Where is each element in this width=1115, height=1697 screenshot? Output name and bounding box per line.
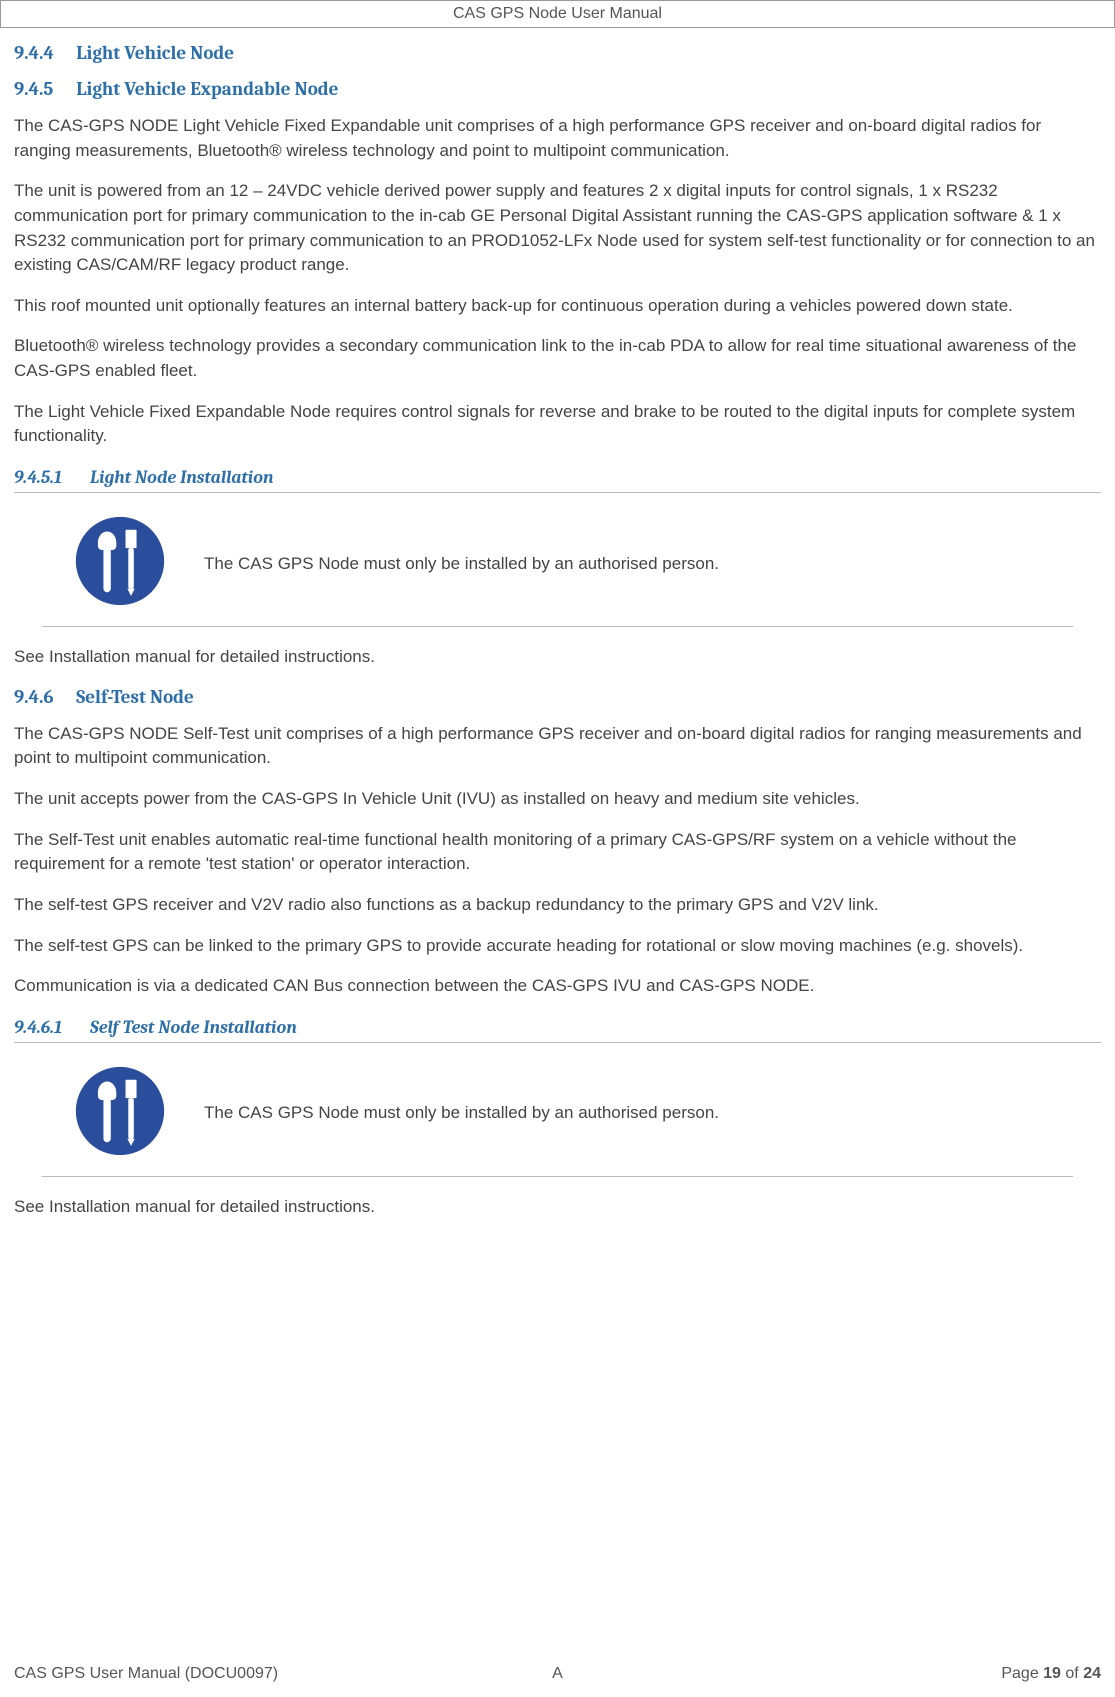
heading-9-4-4: 9.4.4 Light Vehicle Node: [14, 42, 1101, 64]
tools-icon: [74, 1065, 166, 1162]
page-footer: CAS GPS User Manual (DOCU0097) A Page 19…: [0, 1655, 1115, 1697]
paragraph: The CAS-GPS NODE Self-Test unit comprise…: [14, 722, 1101, 771]
paragraph: The unit is powered from an 12 – 24VDC v…: [14, 179, 1101, 278]
paragraph: The CAS-GPS NODE Light Vehicle Fixed Exp…: [14, 114, 1101, 163]
footer-doc-id: CAS GPS User Manual (DOCU0097): [14, 1665, 376, 1683]
header-title: CAS GPS Node User Manual: [453, 5, 662, 22]
divider: [14, 492, 1101, 493]
heading-9-4-5-1: 9.4.5.1 Light Node Installation: [14, 467, 1101, 488]
footer-revision: A: [376, 1665, 738, 1683]
installation-callout: The CAS GPS Node must only be installed …: [42, 509, 1073, 618]
heading-9-4-5: 9.4.5 Light Vehicle Expandable Node: [14, 78, 1101, 100]
divider: [14, 1042, 1101, 1043]
paragraph: This roof mounted unit optionally featur…: [14, 294, 1101, 319]
paragraph: The Light Vehicle Fixed Expandable Node …: [14, 400, 1101, 449]
heading-number: 9.4.6: [14, 686, 72, 708]
heading-title: Self Test Node Installation: [90, 1017, 297, 1038]
installation-callout: The CAS GPS Node must only be installed …: [42, 1059, 1073, 1168]
tools-icon: [74, 515, 166, 612]
heading-number: 9.4.6.1: [14, 1017, 86, 1038]
paragraph: See Installation manual for detailed ins…: [14, 1195, 1101, 1220]
heading-number: 9.4.5.1: [14, 467, 86, 488]
callout-text: The CAS GPS Node must only be installed …: [204, 554, 719, 574]
heading-9-4-6: 9.4.6 Self-Test Node: [14, 686, 1101, 708]
paragraph: Communication is via a dedicated CAN Bus…: [14, 974, 1101, 999]
heading-title: Light Vehicle Node: [76, 42, 234, 64]
heading-title: Light Node Installation: [90, 467, 274, 488]
paragraph: The self-test GPS can be linked to the p…: [14, 934, 1101, 959]
heading-number: 9.4.5: [14, 78, 72, 100]
footer-page-number: Page 19 of 24: [739, 1665, 1101, 1683]
paragraph: See Installation manual for detailed ins…: [14, 645, 1101, 670]
divider: [42, 626, 1073, 627]
heading-title: Light Vehicle Expandable Node: [76, 78, 338, 100]
paragraph: The unit accepts power from the CAS-GPS …: [14, 787, 1101, 812]
heading-9-4-6-1: 9.4.6.1 Self Test Node Installation: [14, 1017, 1101, 1038]
heading-title: Self-Test Node: [76, 686, 194, 708]
page-header: CAS GPS Node User Manual: [0, 0, 1115, 28]
page-content: 9.4.4 Light Vehicle Node 9.4.5 Light Veh…: [0, 42, 1115, 1219]
paragraph: The self-test GPS receiver and V2V radio…: [14, 893, 1101, 918]
heading-number: 9.4.4: [14, 42, 72, 64]
callout-text: The CAS GPS Node must only be installed …: [204, 1103, 719, 1123]
paragraph: Bluetooth® wireless technology provides …: [14, 334, 1101, 383]
paragraph: The Self-Test unit enables automatic rea…: [14, 828, 1101, 877]
divider: [42, 1176, 1073, 1177]
